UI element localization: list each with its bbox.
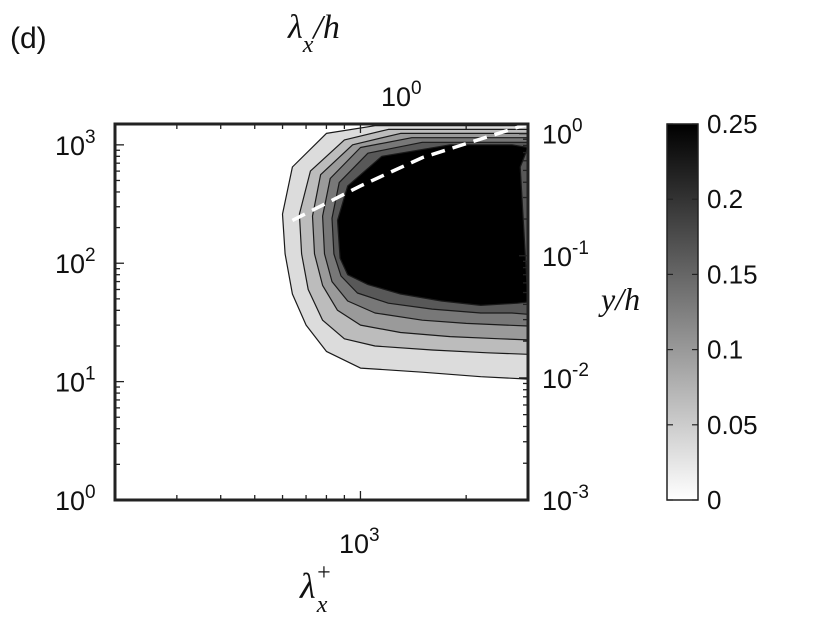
ridge-dashed-line bbox=[291, 124, 528, 222]
contour-level-6 bbox=[336, 144, 528, 306]
top-tick-label: 100 bbox=[381, 78, 422, 112]
colorbar-tick-label: 0.15 bbox=[707, 259, 758, 289]
axes-frame bbox=[113, 122, 530, 502]
left-tick-labels: 100 101 102 103 bbox=[55, 127, 96, 516]
left-tick-label: 103 bbox=[55, 127, 96, 161]
right-tick-label: 10-3 bbox=[542, 482, 589, 516]
colorbar-tick-label: 0.05 bbox=[707, 410, 758, 440]
right-tick-labels: 10-3 10-2 10-1 100 bbox=[542, 116, 589, 516]
colorbar-tick-label: 0.1 bbox=[707, 335, 743, 365]
contour-layer bbox=[281, 125, 528, 380]
left-tick-label: 102 bbox=[55, 245, 96, 279]
left-tick-label: 100 bbox=[55, 482, 96, 516]
top-axis-label: λx/h bbox=[287, 9, 340, 58]
right-axis-label: y/h bbox=[598, 281, 640, 317]
colorbar bbox=[667, 124, 698, 500]
colorbar-tick-label: 0 bbox=[707, 485, 721, 515]
tick-marks bbox=[114, 124, 529, 501]
left-tick-label: 101 bbox=[55, 364, 96, 398]
bottom-tick-label: 103 bbox=[339, 525, 380, 559]
colorbar-frame bbox=[666, 123, 699, 501]
colorbar-tick-label: 0.2 bbox=[707, 184, 743, 214]
right-tick-label: 10-1 bbox=[542, 238, 589, 272]
colorbar-ticks: 0.25 0.2 0.15 0.1 0.05 0 bbox=[667, 109, 758, 515]
right-tick-label: 100 bbox=[542, 116, 583, 150]
colorbar-tick-label: 0.25 bbox=[707, 109, 758, 139]
right-tick-label: 10-2 bbox=[542, 360, 589, 394]
bottom-axis-label: λ+ x bbox=[299, 560, 332, 618]
ridge-layer bbox=[291, 124, 528, 222]
panel-label: (d) bbox=[10, 22, 47, 55]
